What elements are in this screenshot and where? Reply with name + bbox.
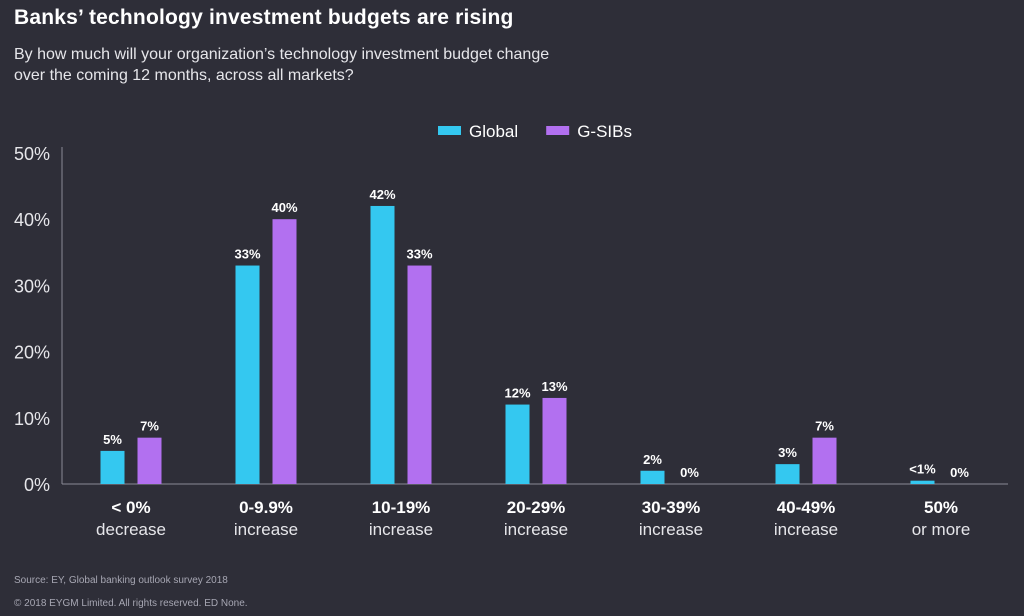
bar-g-sibs <box>812 437 837 484</box>
data-label: 2% <box>643 452 662 467</box>
data-label: 12% <box>504 386 530 401</box>
legend-label: G-SIBs <box>577 122 632 141</box>
y-tick-label: 0% <box>24 475 50 495</box>
x-tick-sublabel: increase <box>234 520 298 539</box>
data-label: 7% <box>815 419 834 434</box>
data-label: 13% <box>541 379 567 394</box>
bar-global <box>505 404 530 484</box>
subtitle-line: over the coming 12 months, across all ma… <box>14 67 354 84</box>
bar-global <box>370 205 395 484</box>
bar-g-sibs <box>407 265 432 484</box>
source-note: Source: EY, Global banking outlook surve… <box>14 575 228 586</box>
bar-g-sibs <box>137 437 162 484</box>
bar-global <box>910 480 935 484</box>
legend-swatch <box>438 126 461 135</box>
bar-g-sibs <box>272 219 297 484</box>
bar-global <box>775 464 800 484</box>
x-tick-sublabel: increase <box>504 520 568 539</box>
data-label: 0% <box>950 465 969 480</box>
legend-swatch <box>546 126 570 135</box>
data-label: 33% <box>234 247 260 262</box>
data-label: <1% <box>909 462 936 477</box>
x-tick-label: 20-29% <box>507 498 566 517</box>
legend-label: Global <box>469 122 518 141</box>
chart-title: Banks’ technology investment budgets are… <box>14 6 514 29</box>
bar-global <box>640 470 665 484</box>
bar-g-sibs <box>542 397 567 484</box>
x-tick-label: 10-19% <box>372 498 431 517</box>
x-tick-label: 50% <box>924 498 958 517</box>
x-tick-label: < 0% <box>111 498 150 517</box>
x-tick-sublabel: increase <box>639 520 703 539</box>
chart-subtitle: By how much will your organization’s tec… <box>14 44 654 86</box>
y-tick-label: 30% <box>14 276 50 296</box>
x-tick-sublabel: or more <box>912 520 971 539</box>
y-tick-label: 50% <box>14 144 50 164</box>
y-tick-label: 40% <box>14 210 50 230</box>
bar-global <box>100 450 125 484</box>
data-label: 42% <box>369 187 395 202</box>
y-tick-label: 10% <box>14 409 50 429</box>
data-label: 40% <box>271 200 297 215</box>
data-label: 7% <box>140 419 159 434</box>
x-tick-label: 30-39% <box>642 498 701 517</box>
x-tick-sublabel: decrease <box>96 520 166 539</box>
data-label: 33% <box>406 247 432 262</box>
x-tick-label: 40-49% <box>777 498 836 517</box>
copyright-note: © 2018 EYGM Limited. All rights reserved… <box>14 598 248 609</box>
x-tick-sublabel: increase <box>774 520 838 539</box>
x-tick-sublabel: increase <box>369 520 433 539</box>
data-label: 3% <box>778 445 797 460</box>
bar-global <box>235 265 260 484</box>
x-tick-label: 0-9.9% <box>239 498 293 517</box>
data-label: 5% <box>103 432 122 447</box>
y-tick-label: 20% <box>14 343 50 363</box>
subtitle-line: By how much will your organization’s tec… <box>14 46 550 63</box>
data-label: 0% <box>680 465 699 480</box>
